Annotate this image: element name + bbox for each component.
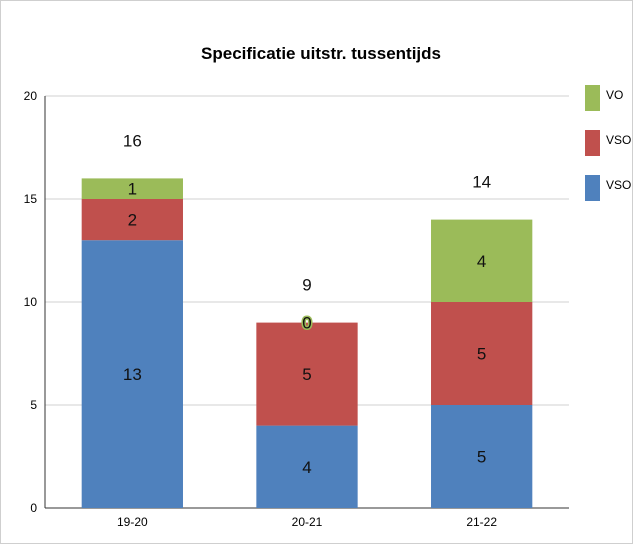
y-tick-label: 10 (24, 295, 38, 309)
data-label: 13 (123, 365, 142, 384)
bar-segment-vso-1 (431, 405, 533, 508)
data-label: 1 (128, 180, 137, 199)
total-label: 14 (472, 173, 491, 192)
y-tick-label: 0 (30, 501, 37, 515)
legend-swatch (585, 130, 600, 156)
bar-segment-vo (431, 219, 533, 302)
bar-segment-vso-1 (256, 425, 358, 508)
data-label: 4 (302, 458, 311, 477)
legend-swatch (585, 175, 600, 201)
bar-segment-vso (256, 322, 358, 426)
y-tick-label: 5 (30, 398, 37, 412)
total-label: 16 (123, 131, 142, 150)
data-label: 5 (477, 448, 486, 467)
data-label: 2 (128, 211, 137, 230)
bar-segment-vo (81, 178, 183, 199)
bar-segment-vso-1 (81, 240, 183, 508)
data-label: 0 (302, 314, 311, 333)
legend-label: VSO 1 (606, 178, 632, 192)
total-label: 9 (302, 276, 311, 295)
y-tick-label: 20 (24, 89, 38, 103)
legend-label: VSO (606, 133, 631, 147)
data-label: 5 (477, 345, 486, 364)
x-tick-label: 21-22 (466, 515, 497, 529)
chart-title: Specificatie uitstr. tussentijds (201, 44, 441, 63)
data-label: 5 (302, 365, 311, 384)
bar-segment-vso (431, 302, 533, 405)
data-label: 4 (477, 252, 486, 271)
y-tick-label: 15 (24, 192, 38, 206)
legend-swatch (585, 85, 600, 111)
x-tick-label: 20-21 (292, 515, 323, 529)
legend-label: VO (606, 88, 623, 102)
x-tick-label: 19-20 (117, 515, 148, 529)
bar-segment-vso (81, 199, 183, 241)
